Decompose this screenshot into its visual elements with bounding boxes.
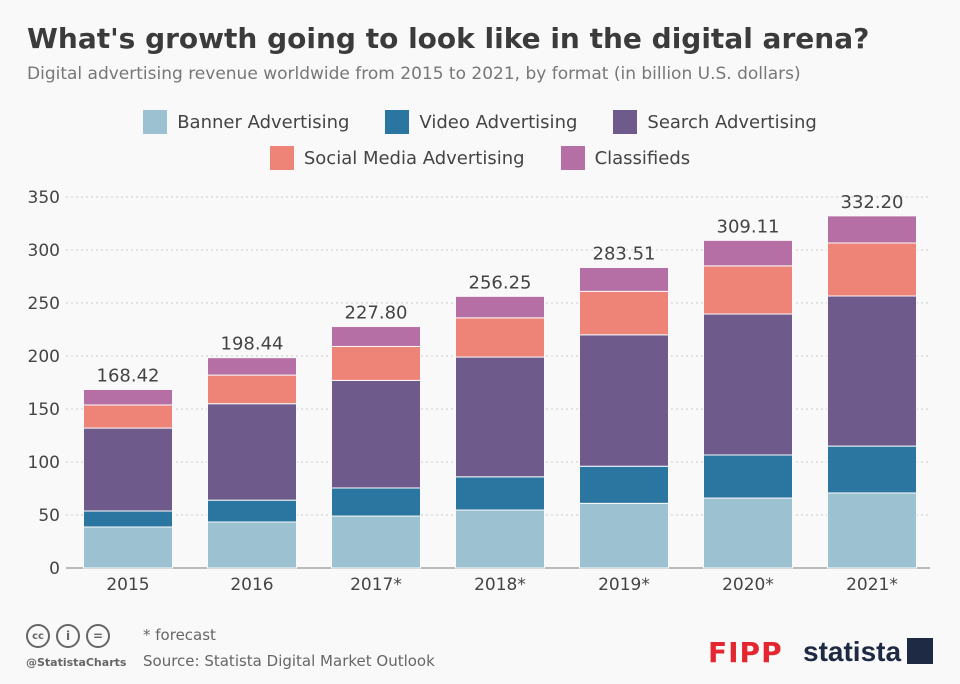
bar-segment: [703, 265, 793, 315]
bar-segment: [207, 403, 297, 501]
bar-segment: [331, 345, 421, 381]
x-tick-label: 2015: [106, 575, 149, 595]
legend-label: Banner Advertising: [177, 111, 350, 133]
total-label: 198.44: [221, 334, 284, 355]
legend-swatch: [613, 110, 638, 134]
legend-item: Search Advertising: [613, 110, 817, 134]
bar-segment: [579, 334, 669, 467]
total-label: 256.25: [469, 272, 532, 293]
bar-segment: [455, 509, 545, 569]
total-label: 227.80: [345, 303, 408, 324]
y-tick-label: 250: [28, 294, 60, 314]
fipp-logo: FIPP: [708, 636, 783, 669]
bar-segment: [827, 215, 917, 244]
bar-segment: [579, 465, 669, 504]
legend-label: Video Advertising: [419, 111, 578, 133]
bar-segment: [455, 317, 545, 358]
x-tick-label: 2017*: [350, 575, 402, 595]
y-tick-label: 100: [28, 453, 60, 473]
chart-title: What's growth going to look like in the …: [27, 22, 870, 55]
total-label: 309.11: [717, 216, 780, 237]
bar-segment: [83, 510, 173, 528]
bar-segment: [455, 476, 545, 511]
legend-item: Banner Advertising: [143, 110, 349, 134]
bar-segment: [83, 427, 173, 512]
legend-label: Search Advertising: [647, 111, 817, 133]
cc-license-icons: cc i =: [26, 624, 110, 648]
legend-label: Social Media Advertising: [303, 147, 525, 169]
forecast-note: * forecast: [143, 626, 216, 644]
total-label: 283.51: [593, 243, 656, 264]
bar-segment: [455, 356, 545, 478]
x-tick-label: 2020*: [722, 575, 774, 595]
bar-segment: [331, 487, 421, 517]
chart-subtitle: Digital advertising revenue worldwide fr…: [27, 64, 801, 84]
x-tick-label: 2016: [230, 575, 273, 595]
y-tick-label: 150: [28, 400, 60, 420]
statista-logo: statista: [803, 636, 934, 668]
legend-item: Classifieds: [560, 146, 691, 170]
x-tick-label: 2019*: [598, 575, 650, 595]
y-tick-label: 0: [49, 559, 60, 579]
y-tick-label: 50: [38, 506, 60, 526]
legend-swatch: [269, 146, 294, 170]
bar-segment: [207, 374, 297, 405]
bar-segment: [703, 454, 793, 499]
source-text: Source: Statista Digital Market Outlook: [143, 652, 435, 670]
bar-segment: [83, 404, 173, 429]
bar-segment: [83, 388, 173, 406]
bar-segment: [331, 515, 421, 569]
legend-item: Video Advertising: [385, 110, 577, 134]
legend-swatch: [143, 110, 168, 134]
legend-row-1: Banner Advertising Video Advertising Searc…: [0, 110, 960, 134]
bar-segment: [331, 379, 421, 489]
statista-logo-icon: [907, 638, 934, 664]
bar-segment: [331, 326, 421, 347]
bar-segment: [207, 521, 297, 569]
y-tick-label: 350: [28, 188, 60, 208]
legend-row-2: Social Media Advertising Classifieds: [0, 146, 960, 170]
total-label: 332.20: [841, 192, 904, 213]
bar-segment: [207, 499, 297, 523]
x-tick-label: 2021*: [846, 575, 898, 595]
legend-label: Classifieds: [594, 147, 691, 169]
statista-handle[interactable]: @StatistaCharts: [26, 656, 127, 669]
bar-segment: [827, 295, 917, 447]
x-tick-label: 2018*: [474, 575, 526, 595]
bar-segment: [827, 492, 917, 569]
bar-segment: [703, 497, 793, 569]
bar-segment: [703, 239, 793, 267]
bar-segment: [207, 357, 297, 376]
legend-swatch: [385, 110, 410, 134]
y-tick-label: 300: [28, 241, 60, 261]
bar-segment: [579, 266, 669, 292]
bar-segment: [579, 290, 669, 336]
bar-segment: [455, 295, 545, 319]
bar-segment: [83, 526, 173, 569]
total-label: 168.42: [97, 365, 160, 386]
legend-item: Social Media Advertising: [269, 146, 525, 170]
bar-segment: [579, 502, 669, 569]
bar-segment: [827, 242, 917, 297]
bar-segment: [827, 445, 917, 494]
y-tick-label: 200: [28, 347, 60, 367]
legend-swatch: [560, 146, 585, 170]
bar-segment: [703, 313, 793, 456]
